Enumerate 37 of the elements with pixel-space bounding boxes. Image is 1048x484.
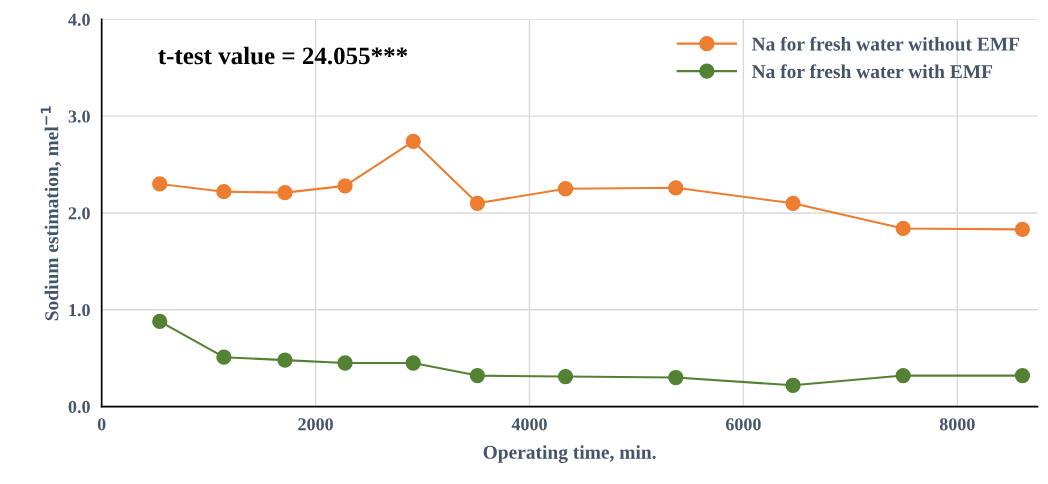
x-tick-label: 2000: [298, 418, 333, 431]
point: [668, 369, 684, 386]
point: [557, 368, 574, 385]
y-tick-label: 4.0: [68, 13, 90, 26]
point: [469, 367, 486, 384]
point: [895, 367, 911, 384]
x-tick-label: 8000: [939, 418, 975, 431]
point: [152, 313, 168, 330]
point: [337, 178, 353, 194]
legend-label: Na for fresh water with EMF: [751, 64, 993, 79]
y-tick-label: 0.0: [68, 400, 90, 414]
point: [337, 355, 353, 371]
point: [469, 195, 486, 211]
legend-label: Na for fresh water without EMF: [751, 36, 1020, 51]
point: [1014, 367, 1031, 384]
point: [1014, 221, 1031, 238]
x-axis-title: Operating time, min.: [483, 445, 656, 463]
y-axis-title: Sodium estimation, mel$^{−1}$: [40, 106, 62, 321]
y-tick-label: 3.0: [68, 110, 90, 123]
y-tick-label: 1.0: [69, 304, 90, 317]
x-tick-label: 0: [97, 418, 106, 431]
point: [216, 349, 232, 365]
point: [785, 377, 801, 393]
point: [785, 195, 801, 211]
point: [277, 184, 293, 201]
point: [668, 180, 684, 196]
y-tick-label: 2.0: [68, 207, 90, 220]
point: [405, 133, 421, 149]
point: [405, 355, 421, 371]
x-tick-label: 4000: [511, 418, 547, 431]
annotation: t-test value = 24.055***: [158, 46, 408, 65]
x-tick-label: 6000: [725, 418, 761, 431]
point: [277, 352, 293, 368]
point: [216, 184, 232, 200]
point: [557, 181, 574, 197]
point: [895, 220, 911, 237]
point: [152, 176, 168, 192]
